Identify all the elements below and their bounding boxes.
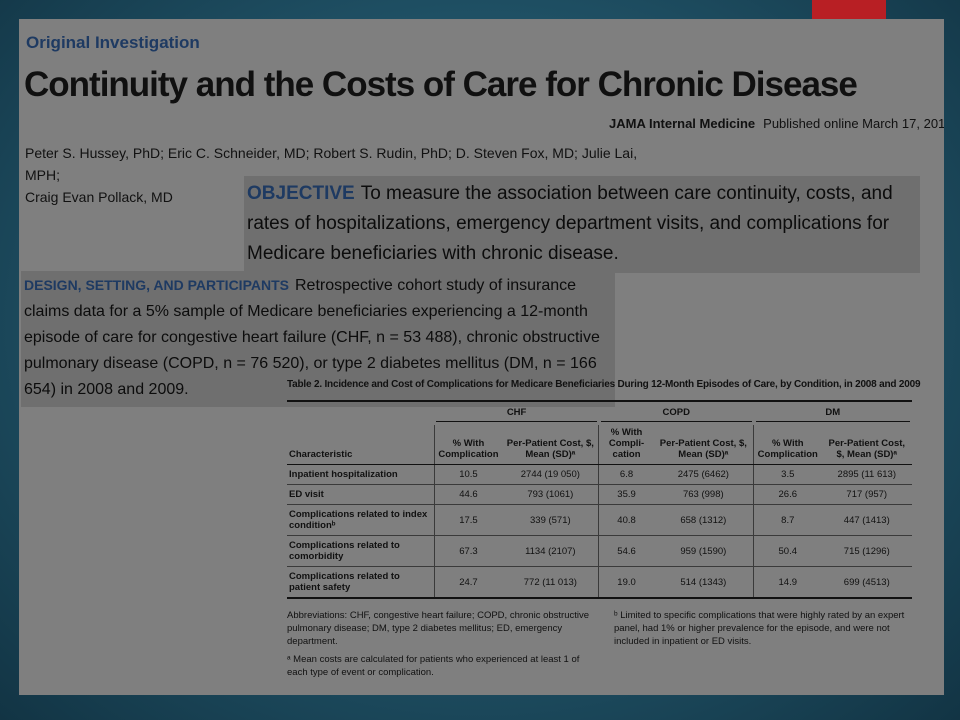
group-header-chf: CHF — [434, 400, 599, 425]
cell-copd-pct: 6.8 — [598, 464, 654, 485]
col-cost-chf: Per-Patient Cost, $, Mean (SD)ᵃ — [502, 425, 600, 465]
cell-copd-pct: 40.8 — [598, 504, 654, 536]
table-group-header: CHF COPD DM — [287, 400, 912, 425]
group-header-copd: COPD — [598, 400, 754, 425]
group-label-chf: CHF — [436, 407, 597, 422]
cell-dm-pct: 26.6 — [753, 484, 822, 505]
cell-dm-pct: 3.5 — [753, 464, 822, 485]
objective-box: OBJECTIVE To measure the association betw… — [244, 176, 920, 273]
col-pct-copd: % With Compli-cation — [598, 425, 654, 465]
cell-copd-cost: 514 (1343) — [653, 566, 755, 599]
cell-chf-cost: 2744 (19 050) — [502, 464, 600, 485]
cell-copd-pct: 35.9 — [598, 484, 654, 505]
table-column-header: Characteristic % With Complication Per-P… — [287, 425, 912, 465]
journal-name: JAMA Internal Medicine — [609, 116, 756, 131]
cell-chf-pct: 24.7 — [434, 566, 503, 599]
cell-copd-pct: 19.0 — [598, 566, 654, 599]
cell-copd-cost: 763 (998) — [653, 484, 755, 505]
table-block: Table 2. Incidence and Cost of Complicat… — [287, 379, 921, 684]
accent-bar — [812, 0, 886, 19]
cell-copd-pct: 54.6 — [598, 535, 654, 567]
design-text: Retrospective cohort study of insurance … — [24, 277, 600, 398]
article-title: Continuity and the Costs of Care for Chr… — [24, 65, 858, 104]
col-pct-dm: % With Complication — [753, 425, 822, 465]
cell-dm-pct: 14.9 — [753, 566, 822, 599]
row-label: Complications related to index condition… — [287, 504, 435, 536]
design-label: DESIGN, SETTING, AND PARTICIPANTS — [24, 277, 289, 293]
footnote-abbreviations: Abbreviations: CHF, congestive heart fai… — [287, 610, 590, 647]
cell-dm-cost: 715 (1296) — [821, 535, 912, 567]
group-header-dm: DM — [753, 400, 912, 425]
cell-chf-pct: 17.5 — [434, 504, 503, 536]
table-footnotes: Abbreviations: CHF, congestive heart fai… — [287, 609, 912, 684]
cell-chf-pct: 67.3 — [434, 535, 503, 567]
col-cost-dm: Per-Patient Cost, $, Mean (SD)ᵃ — [821, 425, 912, 465]
objective-label: OBJECTIVE — [247, 183, 355, 204]
table-caption: Table 2. Incidence and Cost of Complicat… — [287, 379, 921, 390]
objective-text: To measure the association between care … — [247, 183, 893, 264]
row-label: Complications related to patient safety — [287, 566, 435, 599]
group-label-dm: DM — [755, 407, 910, 422]
col-characteristic: Characteristic — [287, 425, 435, 465]
cell-dm-cost: 447 (1413) — [821, 504, 912, 536]
cell-chf-cost: 1134 (2107) — [502, 535, 600, 567]
table-row: Complications related to comorbidity 67.… — [287, 535, 912, 567]
results-table: CHF COPD DM Characteristic % With Compli… — [287, 400, 912, 599]
cell-dm-cost: 717 (957) — [821, 484, 912, 505]
group-header-empty — [287, 400, 435, 425]
table-row: Complications related to patient safety … — [287, 566, 912, 599]
cell-dm-cost: 699 (4513) — [821, 566, 912, 599]
slide: Original Investigation Continuity and th… — [19, 19, 944, 695]
cell-copd-cost: 2475 (6462) — [653, 464, 755, 485]
cell-copd-cost: 658 (1312) — [653, 504, 755, 536]
journal-line: JAMA Internal Medicine Published online M… — [609, 116, 944, 131]
cell-chf-cost: 793 (1061) — [502, 484, 600, 505]
cell-chf-cost: 772 (11 013) — [502, 566, 600, 599]
table-row: Complications related to index condition… — [287, 504, 912, 536]
group-label-copd: COPD — [600, 407, 752, 422]
col-cost-copd: Per-Patient Cost, $, Mean (SD)ᵃ — [653, 425, 755, 465]
author-line-1: Peter S. Hussey, PhD; Eric C. Schneider,… — [25, 145, 638, 183]
cell-chf-pct: 44.6 — [434, 484, 503, 505]
cell-copd-cost: 959 (1590) — [653, 535, 755, 567]
cell-dm-pct: 8.7 — [753, 504, 822, 536]
col-pct-chf: % With Complication — [434, 425, 503, 465]
row-label: Complications related to comorbidity — [287, 535, 435, 567]
cell-chf-cost: 339 (571) — [502, 504, 600, 536]
footnote-b: ᵇ Limited to specific complications that… — [614, 610, 905, 647]
cell-dm-cost: 2895 (11 613) — [821, 464, 912, 485]
footnotes-right: ᵇ Limited to specific complications that… — [614, 609, 912, 684]
design-box: DESIGN, SETTING, AND PARTICIPANTS Retrosp… — [21, 271, 615, 407]
author-line-2: Craig Evan Pollack, MD — [25, 189, 173, 205]
row-label: Inpatient hospitalization — [287, 464, 435, 485]
author-list: Peter S. Hussey, PhD; Eric C. Schneider,… — [25, 142, 645, 208]
footnote-a: ᵃ Mean costs are calculated for patients… — [287, 654, 580, 678]
section-label: Original Investigation — [26, 33, 200, 52]
cell-dm-pct: 50.4 — [753, 535, 822, 567]
cell-chf-pct: 10.5 — [434, 464, 503, 485]
footnotes-left: Abbreviations: CHF, congestive heart fai… — [287, 609, 614, 684]
published-date: Published online March 17, 2014 — [763, 116, 944, 131]
table-row: Inpatient hospitalization 10.5 2744 (19 … — [287, 464, 912, 485]
row-label: ED visit — [287, 484, 435, 505]
table-row: ED visit 44.6 793 (1061) 35.9 763 (998) … — [287, 484, 912, 505]
